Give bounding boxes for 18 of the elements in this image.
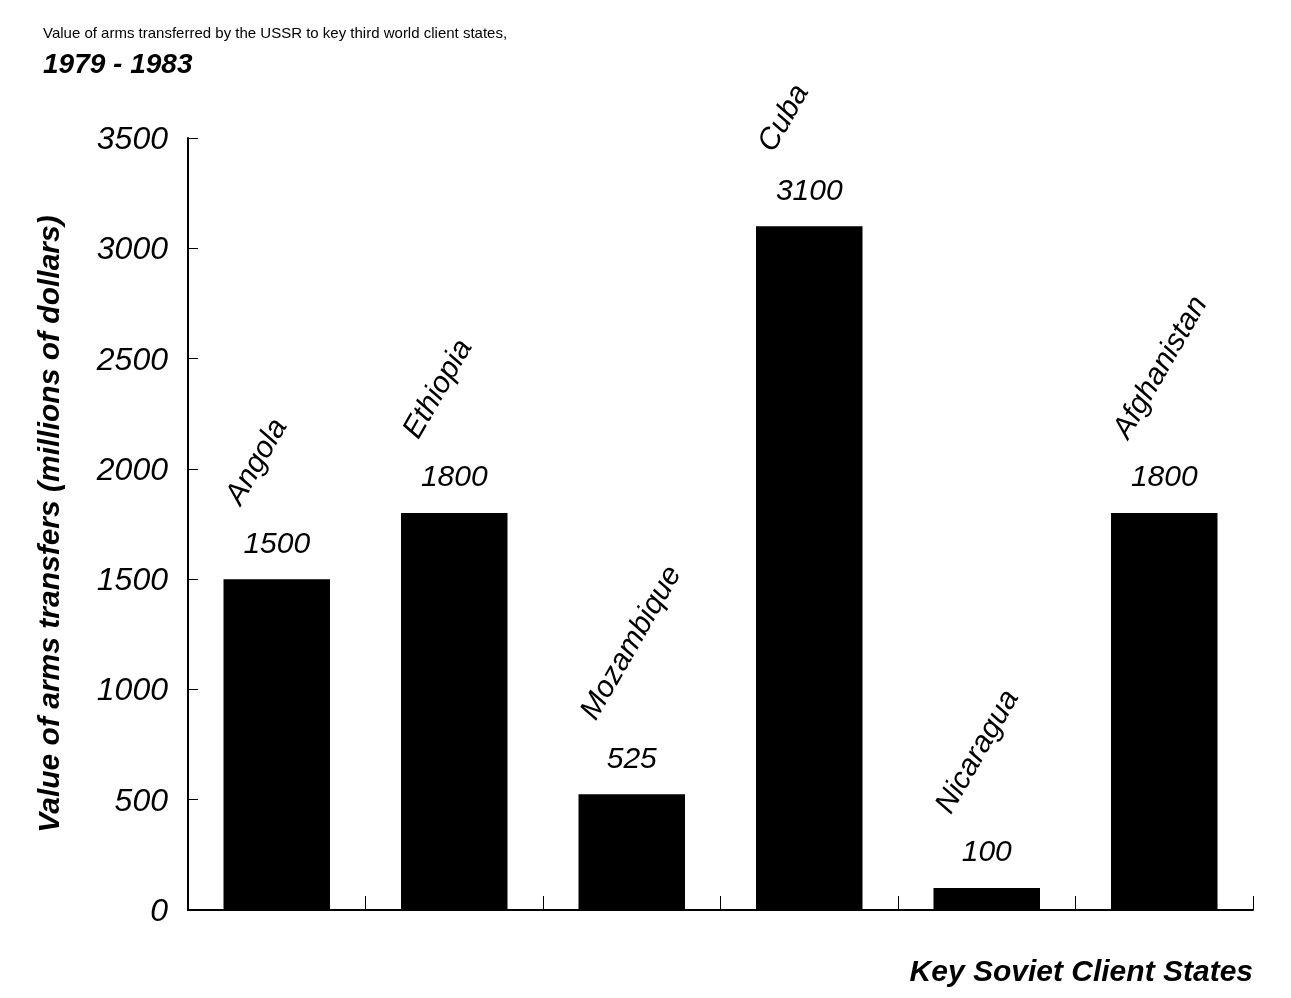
x-axis-title: Key Soviet Client States bbox=[909, 953, 1253, 987]
data-label: 1500 bbox=[243, 525, 311, 559]
y-tick-label: 2500 bbox=[95, 340, 169, 377]
y-tick-label: 0 bbox=[150, 892, 169, 928]
data-label: 3100 bbox=[775, 172, 843, 206]
data-label: 1800 bbox=[1130, 459, 1198, 493]
y-tick-label: 1000 bbox=[96, 671, 169, 708]
y-axis-title: Value of arms transfers (millions of dollars) bbox=[31, 215, 65, 833]
chart-title: Value of arms transferred by the USSR to key third world client states, bbox=[43, 24, 508, 41]
chart-subtitle: 1979 - 1983 bbox=[43, 47, 193, 79]
y-tick-label: 2000 bbox=[95, 450, 169, 487]
data-label: 525 bbox=[606, 740, 658, 774]
data-label: 1800 bbox=[420, 459, 488, 493]
y-tick-label: 3000 bbox=[96, 230, 169, 267]
y-tick-label: 3500 bbox=[96, 120, 169, 156]
y-tick-label: 500 bbox=[114, 781, 169, 818]
data-label: 100 bbox=[961, 834, 1013, 868]
y-tick-label: 1500 bbox=[96, 561, 169, 598]
